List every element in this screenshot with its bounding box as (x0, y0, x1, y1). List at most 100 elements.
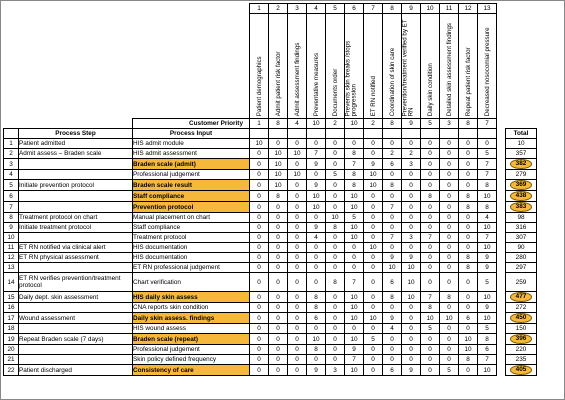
score-cell: 9 (401, 364, 421, 376)
score-cell: 6 (382, 158, 402, 170)
table-row: 7 Prevention protocol 0 0 0 10 0 10 0 7 0 0 0 8 8 383 (3, 201, 537, 213)
score-cell: 0 (458, 242, 478, 253)
row-number: 20 (3, 344, 19, 355)
process-input: HIS admit assessment (132, 148, 250, 159)
score-cell: 0 (382, 222, 402, 233)
output-label-text: Admit assessment findings (293, 42, 301, 116)
score-cell: 8 (306, 291, 326, 303)
score-cell: 10 (401, 272, 421, 292)
score-cell: 8 (477, 333, 497, 345)
score-cell: 0 (325, 148, 345, 159)
score-cell: 0 (287, 252, 307, 263)
score-cell: 0 (420, 344, 440, 355)
score-cell: 10 (477, 291, 497, 303)
row-number: 19 (3, 333, 19, 345)
process-input: Daily skin assess. findings (132, 312, 250, 324)
row-number: 5 (3, 179, 19, 191)
score-cell: 10 (325, 212, 345, 223)
score-cell: 10 (344, 291, 364, 303)
score-cell: 0 (420, 272, 440, 292)
process-step (18, 302, 133, 313)
score-cell: 0 (287, 354, 307, 365)
score-cell: 0 (458, 291, 478, 303)
output-label-text: Coordination of skin care (388, 47, 396, 116)
score-cell: 3 (401, 158, 421, 170)
total-highlight-oval: 369 (509, 180, 533, 190)
score-cell: 0 (287, 302, 307, 313)
process-step (18, 323, 133, 334)
score-cell: 8 (458, 252, 478, 263)
output-label-11: Detailed skin assessment findings (439, 13, 459, 119)
score-cell: 10 (344, 302, 364, 313)
score-cell: 10 (439, 312, 459, 324)
output-label-10: Daily skin condition (420, 13, 440, 119)
score-cell: 0 (287, 364, 307, 376)
score-cell: 10 (382, 262, 402, 273)
score-cell: 8 (420, 190, 440, 202)
score-cell: 8 (477, 201, 497, 213)
blank-cell (497, 180, 506, 191)
score-cell: 0 (458, 272, 478, 292)
score-cell: 0 (420, 333, 440, 345)
score-cell: 0 (439, 333, 459, 345)
output-number-2: 2 (268, 3, 288, 14)
table-row: 5 Initiate prevention protocol Braden scal… (3, 179, 537, 191)
score-cell: 9 (401, 252, 421, 263)
table-row: 2 Admit assess – Braden scale HIS admit as… (3, 148, 537, 159)
score-cell: 9 (344, 344, 364, 355)
score-cell: 0 (420, 158, 440, 170)
score-cell: 0 (268, 138, 288, 149)
process-input: Braden scale (admit) (132, 158, 250, 170)
blank-cell (497, 213, 506, 223)
score-cell: 0 (363, 138, 383, 149)
blank-cell (19, 14, 133, 119)
table-row: 4 Professional judgement 0 10 10 0 5 8 10 0 0 0 0 0 7 2… (3, 169, 537, 180)
output-label-text: Admit patient risk factor (274, 51, 282, 116)
customer-priority-row: Customer Priority 1 8 4 10 2 10 2 8 9 5 3 8 7 (4, 118, 537, 129)
score-cell: 0 (287, 333, 307, 345)
output-label-5: Documents order (325, 13, 345, 119)
header-blank (325, 128, 345, 139)
blank-cell (497, 253, 506, 263)
score-cell: 10 (268, 169, 288, 180)
output-label-2: Admit patient risk factor (268, 13, 288, 119)
output-number-12: 12 (458, 3, 478, 14)
score-cell: 0 (287, 138, 307, 149)
process-step: Daily dept. skin assessment (18, 291, 133, 303)
process-input: Consistency of care (132, 364, 250, 376)
output-label-text: Detailed skin assessment findings (445, 22, 453, 116)
score-cell: 3 (325, 364, 345, 376)
output-label-13: Decreased nosocomial pressure (477, 13, 497, 119)
blank-cell (497, 324, 506, 334)
score-cell: 0 (363, 190, 383, 202)
score-cell: 7 (306, 148, 326, 159)
score-cell: 0 (363, 272, 383, 292)
score-cell: 10 (249, 138, 269, 149)
score-cell: 0 (344, 252, 364, 263)
score-cell: 0 (363, 252, 383, 263)
output-label-text: ET RN notified (369, 75, 377, 116)
score-cell: 0 (287, 262, 307, 273)
score-cell: 0 (382, 242, 402, 253)
priority-10: 5 (420, 118, 440, 129)
row-number: 10 (3, 232, 19, 243)
total-highlight-oval: 383 (509, 202, 533, 212)
score-cell: 0 (249, 201, 269, 213)
score-cell: 0 (268, 201, 288, 213)
table-row: 15 Daily dept. skin assessment HIS daily s… (3, 291, 537, 303)
process-step (18, 232, 133, 243)
header-blank (401, 128, 421, 139)
score-cell: 0 (382, 169, 402, 180)
score-cell: 0 (458, 179, 478, 191)
score-cell: 0 (439, 179, 459, 191)
score-cell: 7 (344, 158, 364, 170)
score-cell: 0 (249, 252, 269, 263)
score-cell: 0 (401, 201, 421, 213)
row-number: 12 (3, 252, 19, 263)
score-cell: 0 (439, 169, 459, 180)
row-number: 14 (3, 272, 19, 292)
score-cell: 0 (306, 242, 326, 253)
score-cell: 10 (268, 158, 288, 170)
priority-6: 10 (344, 118, 364, 129)
score-cell: 0 (458, 364, 478, 376)
